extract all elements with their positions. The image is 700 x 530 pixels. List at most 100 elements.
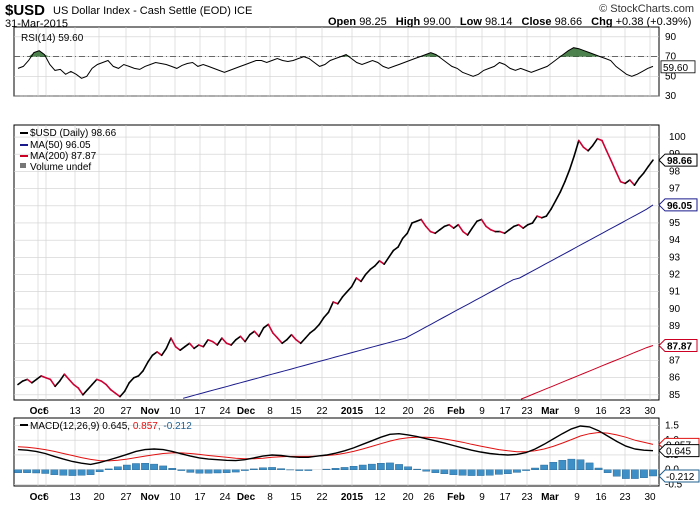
price-segment [559, 180, 566, 193]
macd-x-tick-label: 8 [267, 492, 273, 503]
price-segment [545, 208, 552, 217]
price-segment [406, 222, 413, 235]
histogram-bar [304, 469, 313, 471]
price-segment [573, 139, 580, 157]
price-x-tick-label: 24 [219, 406, 231, 417]
price-segment [304, 332, 311, 339]
ma50-line [182, 204, 654, 399]
histogram-bar [549, 462, 558, 470]
macd-x-tick-label: 23 [619, 492, 631, 503]
price-x-tick-label: 16 [595, 406, 607, 417]
price-x-tick-label: Dec [237, 406, 256, 417]
macd-legend-histogram: , -0.212 [158, 421, 192, 432]
histogram-bar [386, 462, 394, 470]
macd-x-tick-label: 20 [402, 492, 414, 503]
price-tick-label: 92 [669, 270, 681, 281]
macd-x-tick-label: 17 [499, 492, 511, 503]
price-segment [147, 354, 154, 364]
histogram-bar [159, 465, 168, 470]
histogram-bar [213, 469, 222, 474]
histogram-bar [95, 469, 104, 473]
price-segment [369, 265, 376, 271]
macd-line [17, 425, 654, 466]
price-x-tick-label: 15 [290, 406, 302, 417]
histogram-bar [413, 468, 422, 470]
open-value: 98.25 [359, 16, 387, 28]
price-segment [198, 344, 205, 348]
histogram-bar [567, 458, 576, 470]
price-segment [151, 351, 158, 357]
macd-value-box [658, 444, 700, 458]
histogram-bar [23, 469, 31, 473]
rsi-legend: RSI(14) 59.60 [21, 33, 84, 44]
price-segment [26, 378, 33, 384]
price-segment [313, 323, 321, 331]
macd-x-tick-label: 30 [644, 492, 656, 503]
price-segment [619, 180, 627, 185]
price-x-tick-label: 2015 [341, 406, 364, 417]
histogram-bar [612, 469, 621, 477]
macd-x-tick-label: 17 [194, 492, 206, 503]
price-segment [336, 296, 344, 305]
legend-ma200: MA(200) 87.87 [30, 151, 97, 162]
price-segment [225, 342, 232, 346]
price-segment [128, 376, 135, 384]
price-segment [323, 311, 330, 319]
histogram-bar [340, 467, 349, 470]
price-x-tick-label: Nov [141, 406, 160, 417]
price-segment [21, 378, 29, 382]
histogram-bar [576, 459, 585, 471]
histogram-bar [59, 469, 68, 476]
price-segment [387, 249, 395, 259]
price-segment [105, 383, 112, 391]
price-x-tick-label: 13 [69, 406, 81, 417]
price-segment [290, 333, 297, 341]
price-tick-label: 86 [669, 373, 681, 384]
price-x-tick-label: Feb [447, 406, 465, 417]
histogram-bar [195, 469, 204, 474]
histogram-bar [113, 466, 122, 470]
macd-legend: MACD(12,26,9) 0.645, 0.857, -0.212 [30, 421, 192, 432]
price-segment [568, 155, 576, 171]
price-segment [536, 215, 543, 219]
macd-panel [13, 417, 660, 487]
macd-histogram-value: -0.212 [666, 472, 695, 483]
price-x-tick-label: 17 [194, 406, 206, 417]
price-segment [638, 172, 645, 180]
price-x-tick-label: Oct [30, 406, 47, 417]
price-segment [54, 380, 61, 388]
price-segment [309, 328, 316, 334]
price-segment [72, 383, 80, 389]
price-segment [452, 223, 460, 229]
histogram-bar [204, 469, 213, 474]
price-segment [415, 218, 423, 223]
price-segment [221, 337, 228, 345]
price-segment [96, 378, 103, 382]
macd-x-tick-label: 23 [521, 492, 533, 503]
price-segment [378, 259, 386, 266]
price-segment [360, 273, 367, 283]
price-segment [457, 223, 464, 233]
price-segment [591, 137, 599, 147]
histogram-bar [86, 469, 95, 475]
price-segment [355, 277, 362, 283]
histogram-bar [395, 464, 403, 470]
macd-x-tick-label: 13 [69, 492, 81, 503]
price-segment [295, 338, 302, 345]
price-segment [142, 361, 149, 372]
histogram-bar [540, 464, 549, 470]
price-x-tick-label: 9 [574, 406, 580, 417]
price-segment [262, 323, 270, 329]
brand-link[interactable]: © StockCharts.com [599, 3, 694, 15]
price-segment [230, 338, 237, 346]
rsi-overbought-fill [18, 47, 653, 57]
price-close-value-box [658, 153, 698, 167]
price-segment [44, 376, 52, 381]
price-segment [341, 290, 348, 298]
price-segment [63, 373, 70, 381]
rsi-panel [13, 26, 660, 97]
close-label: Close [521, 16, 552, 28]
price-segment [109, 388, 117, 394]
price-segment [462, 230, 469, 236]
price-segment [513, 223, 520, 228]
